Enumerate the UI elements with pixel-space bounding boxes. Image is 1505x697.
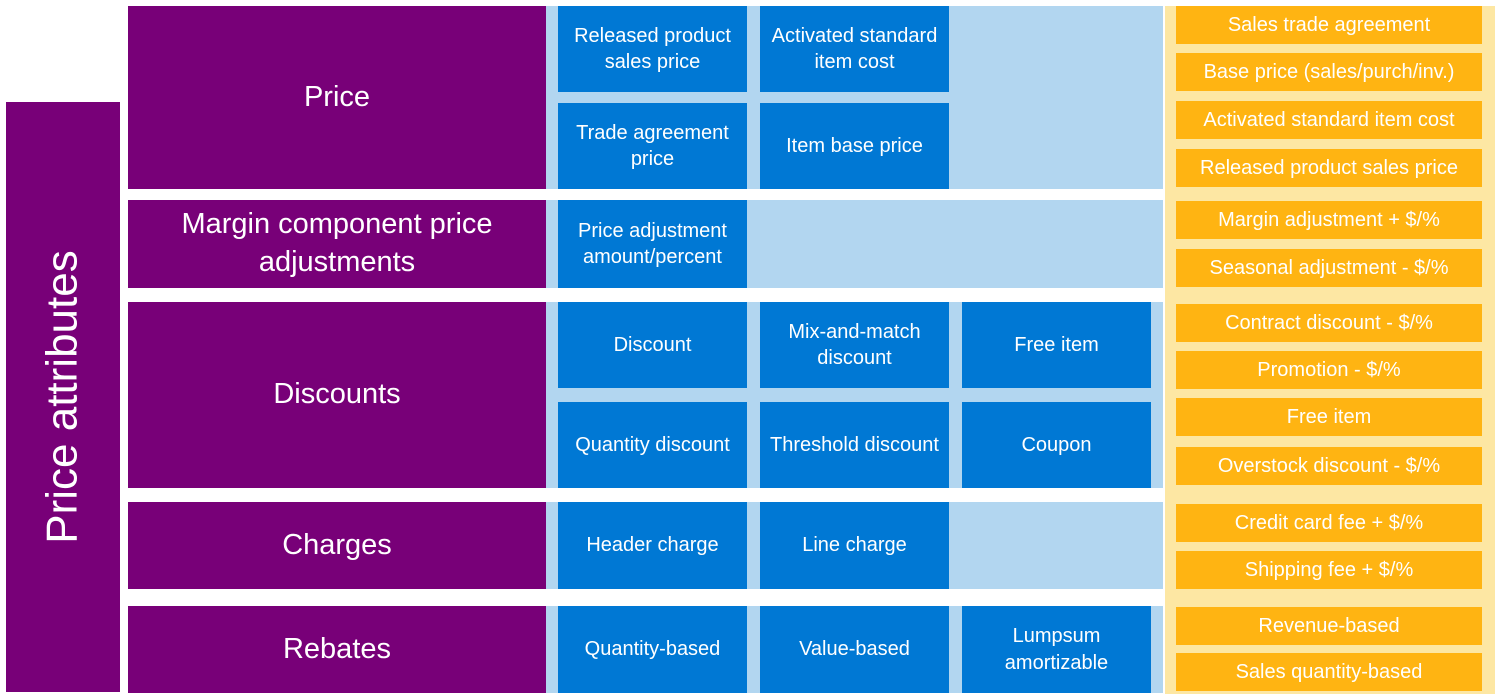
mechanism-box: Item base price [760, 103, 949, 189]
mechanism-label: Price adjustment amount/percent [578, 219, 727, 268]
example-box: Promotion - $/% [1176, 351, 1482, 389]
example-box: Revenue-based [1176, 607, 1482, 645]
category-price: Price [128, 6, 546, 189]
example-box: Seasonal adjustment - $/% [1176, 249, 1482, 287]
mechanism-label: Item base price [786, 134, 923, 157]
category-label: Charges [282, 528, 392, 561]
mechanism-box: Quantity-based [558, 606, 747, 693]
example-label: Revenue-based [1258, 614, 1400, 637]
mechanism-box: Line charge [760, 502, 949, 589]
example-box: Released product sales price [1176, 149, 1482, 187]
mechanism-box: Coupon [962, 402, 1151, 488]
example-box: Sales trade agreement [1176, 6, 1482, 44]
example-label: Sales quantity-based [1235, 660, 1423, 683]
example-label: Activated standard item cost [1203, 108, 1455, 131]
mechanism-box: Mix-and-match discount [760, 302, 949, 388]
mechanism-box: Value-based [760, 606, 949, 693]
mechanism-label: Trade agreement price [576, 121, 729, 170]
example-label: Shipping fee + $/% [1244, 558, 1414, 581]
mechanism-box: Lumpsum amortizable [962, 606, 1151, 693]
mechanism-label: Quantity discount [575, 433, 730, 456]
category-margin-adjustments: Margin component price adjustments [128, 200, 546, 288]
mechanism-label: Line charge [802, 534, 907, 557]
mechanism-label: Released product sales price [574, 24, 731, 73]
example-label: Margin adjustment + $/% [1218, 208, 1440, 231]
category-discounts: Discounts [128, 302, 546, 488]
mechanism-box: Activated standard item cost [760, 6, 949, 92]
mechanism-label: Free item [1014, 333, 1099, 356]
example-label: Released product sales price [1200, 156, 1458, 179]
mechanism-label: Lumpsum amortizable [1004, 625, 1109, 674]
mechanism-label: Coupon [1021, 433, 1092, 456]
category-label: Price [303, 80, 371, 113]
example-box: Sales quantity-based [1176, 653, 1482, 691]
example-box: Overstock discount - $/% [1176, 447, 1482, 485]
category-charges: Charges [128, 502, 546, 589]
example-box: Base price (sales/purch/inv.) [1176, 53, 1482, 91]
mechanism-box: Threshold discount [760, 402, 949, 488]
side-title-panel: Price attributes [6, 102, 120, 692]
example-box: Contract discount - $/% [1176, 304, 1482, 342]
side-title: Price attributes [38, 250, 87, 544]
mechanism-box: Header charge [558, 502, 747, 589]
mechanism-box: Discount [558, 302, 747, 388]
example-label: Credit card fee + $/% [1234, 511, 1424, 534]
mechanism-label: Discount [613, 333, 692, 356]
mechanism-label: Mix-and-match discount [788, 320, 921, 369]
mechanism-box: Free item [962, 302, 1151, 388]
category-rebates: Rebates [128, 606, 546, 693]
mechanism-label: Value-based [799, 638, 910, 661]
example-label: Free item [1286, 405, 1372, 428]
mechanism-box: Price adjustment amount/percent [558, 200, 747, 288]
mechanism-label: Threshold discount [770, 433, 939, 456]
mechanism-box: Trade agreement price [558, 103, 747, 189]
mechanism-box: Released product sales price [558, 6, 747, 92]
example-label: Base price (sales/purch/inv.) [1203, 60, 1455, 83]
mechanism-box: Quantity discount [558, 402, 747, 488]
example-label: Promotion - $/% [1257, 358, 1401, 381]
example-box: Margin adjustment + $/% [1176, 201, 1482, 239]
example-box: Shipping fee + $/% [1176, 551, 1482, 589]
example-label: Seasonal adjustment - $/% [1209, 256, 1449, 279]
mechanism-label: Activated standard item cost [771, 24, 938, 73]
example-label: Contract discount - $/% [1225, 311, 1433, 334]
example-box: Credit card fee + $/% [1176, 504, 1482, 542]
category-label: Margin component price adjustments [181, 208, 493, 278]
category-label: Rebates [282, 632, 391, 665]
example-box: Free item [1176, 398, 1482, 436]
category-label: Discounts [273, 378, 401, 411]
mechanism-label: Header charge [586, 534, 719, 557]
example-box: Activated standard item cost [1176, 101, 1482, 139]
example-label: Overstock discount - $/% [1217, 454, 1441, 477]
example-label: Sales trade agreement [1227, 13, 1431, 36]
mechanism-label: Quantity-based [584, 638, 721, 661]
